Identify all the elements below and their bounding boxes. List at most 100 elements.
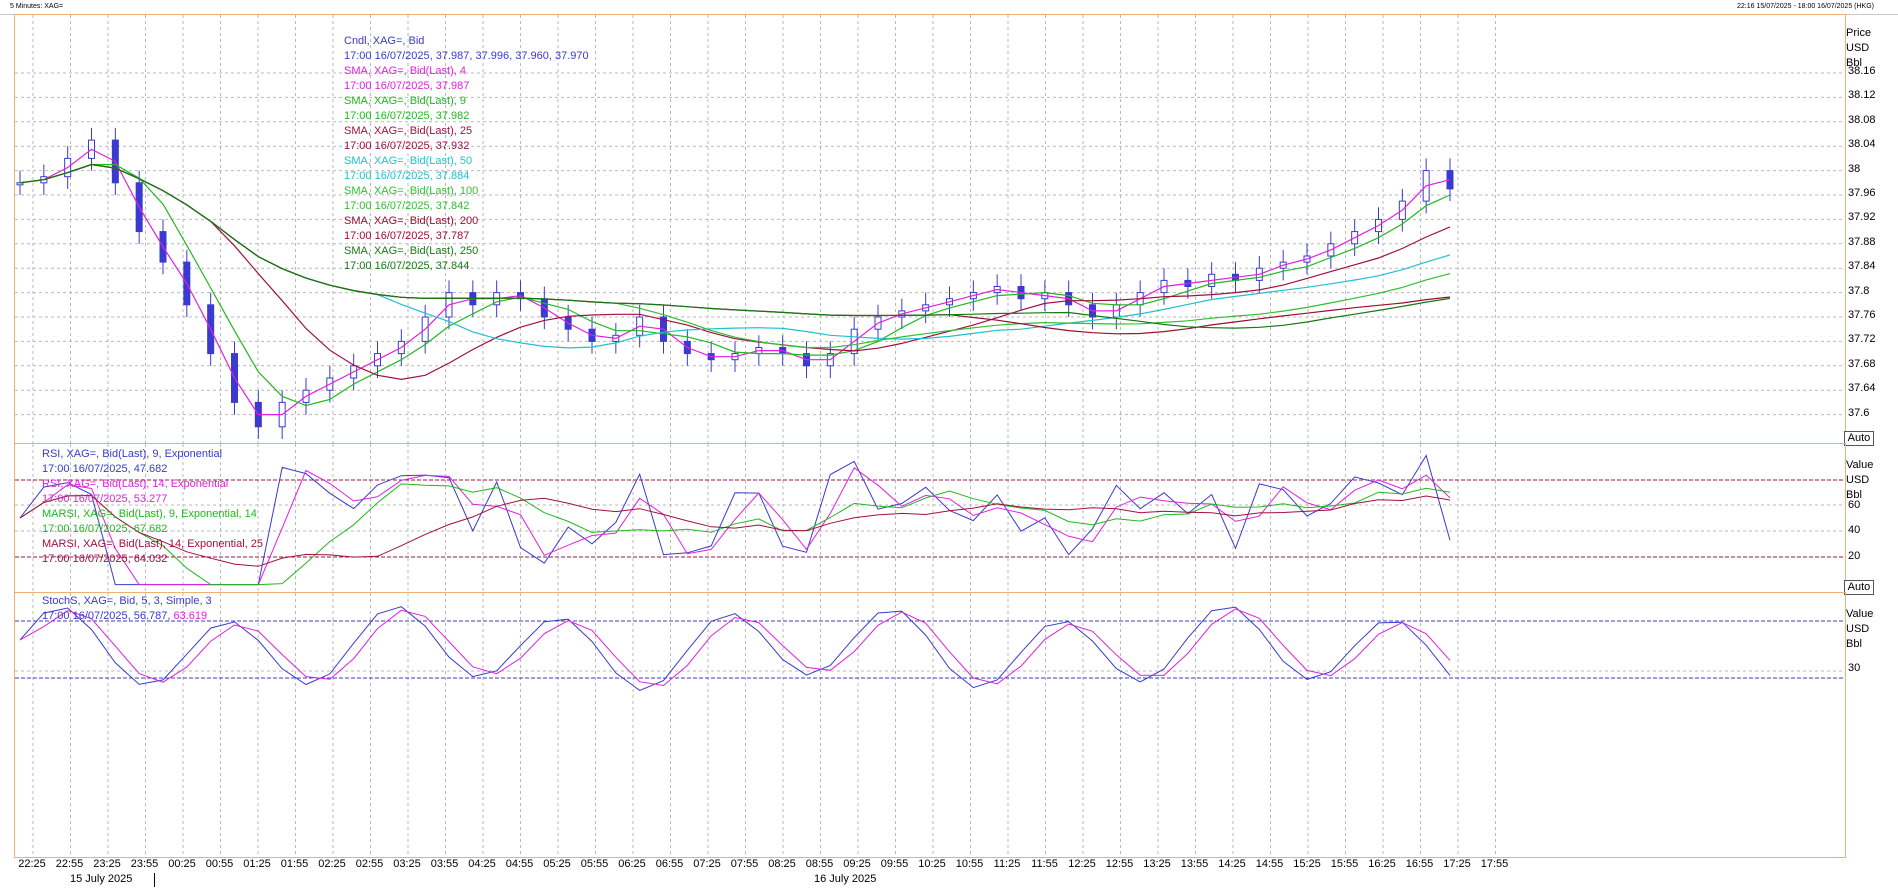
- rsi-scale[interactable]: Value USD Bbl 60 40 20: [1844, 443, 1898, 591]
- x-tick-label: 07:25: [693, 858, 721, 870]
- y-tick-label: 37.96: [1848, 187, 1876, 199]
- y-tick-label: 37.64: [1848, 382, 1876, 395]
- scale-header-line: Price: [1846, 27, 1872, 39]
- legend-label: Cndl, XAG=, Bid: [344, 35, 425, 47]
- x-tick-label: 12:55: [1105, 858, 1134, 870]
- y-tick-label: 40: [1848, 524, 1861, 536]
- x-tick-label: 10:25: [918, 858, 946, 870]
- x-tick-label: 07:55: [730, 858, 759, 870]
- stoch-legend: StochS, XAG=, Bid, 5, 3, Simple, 3 17:00 …: [42, 594, 212, 624]
- time-range: 22:16 15/07/2025 - 18:00 16/07/2025 (HKG…: [1737, 3, 1874, 10]
- price-auto-button[interactable]: Auto: [1844, 431, 1874, 446]
- legend-label: RSI, XAG=, Bid(Last), 14, Exponential: [42, 478, 229, 490]
- x-tick-label: 08:25: [768, 858, 796, 870]
- rsi-line: [19, 494, 1451, 567]
- rsi-pane[interactable]: [14, 443, 1846, 593]
- stoch-scale[interactable]: Value USD Bbl 30: [1844, 592, 1898, 856]
- x-tick-label: 05:25: [543, 858, 571, 870]
- rsi-scale-header: Value USD Bbl: [1846, 458, 1873, 503]
- x-tick-label: 05:55: [580, 858, 609, 870]
- legend-value: 17:00 16/07/2025, 37.987, 37.996, 37.960…: [344, 50, 589, 62]
- legend-value: 17:00 16/07/2025, 64.032: [42, 553, 168, 565]
- sma-line: [19, 163, 1451, 335]
- legend-label: SMA, XAG=, Bid(Last), 25: [344, 125, 473, 137]
- price-scale-header: Price USD Bbl: [1846, 26, 1871, 71]
- y-tick-label: 38.16: [1848, 65, 1876, 77]
- stoch-pane[interactable]: [14, 592, 1846, 858]
- price-pane[interactable]: [14, 14, 1846, 444]
- legend-label: SMA, XAG=, Bid(Last), 100: [344, 185, 479, 197]
- time-axis[interactable]: 15 July 2025 16 July 2025 22:25 22:55 23:2…: [14, 858, 1844, 889]
- scale-header-line: USD: [1846, 623, 1870, 635]
- rsi-auto-button[interactable]: Auto: [1844, 580, 1874, 595]
- x-tick-label: 11:55: [1031, 858, 1058, 870]
- sma-line: [19, 163, 1451, 349]
- grid: [15, 15, 1845, 443]
- legend-label: SMA, XAG=, Bid(Last), 250: [344, 245, 479, 257]
- legend-value: 17:00 16/07/2025, 53.277: [42, 493, 168, 505]
- x-tick-label: 08:55: [805, 858, 834, 870]
- y-tick-label: 37.8: [1848, 284, 1870, 297]
- x-tick-label: 01:55: [280, 858, 309, 870]
- price-scale[interactable]: Price USD Bbl 38.16 38.12 38.08 38.04 38 37.9…: [1844, 14, 1898, 442]
- x-tick-label: 11:25: [993, 858, 1021, 870]
- x-tick-label: 06:25: [618, 858, 646, 870]
- x-tick-label: 23:25: [93, 858, 121, 870]
- legend-value: 17:00 16/07/2025, 67.682: [42, 523, 168, 535]
- legend-value: 17:00 16/07/2025, 37.932: [344, 140, 470, 152]
- sma-line: [19, 163, 1451, 329]
- rsi-chart[interactable]: [15, 444, 1845, 592]
- x-tick-label: 01:25: [243, 858, 271, 870]
- x-tick-label: 04:25: [468, 858, 496, 870]
- stoch-line: [19, 606, 1451, 691]
- x-tick-label: 12:25: [1068, 858, 1096, 870]
- scale-header-line: Bbl: [1846, 638, 1862, 650]
- legend-value: 17:00 16/07/2025, 56.787, 63.619: [42, 610, 208, 622]
- rsi-legend: RSI, XAG=, Bid(Last), 9, Exponential 17:0…: [42, 447, 263, 567]
- price-chart[interactable]: [15, 15, 1845, 443]
- y-tick-label: 38.12: [1848, 89, 1876, 102]
- date-divider: [154, 873, 155, 887]
- y-tick-label: 38.04: [1848, 138, 1876, 151]
- y-tick-label: 37.84: [1848, 260, 1876, 273]
- y-tick-label: 37.6: [1848, 406, 1870, 419]
- x-tick-label: 00:55: [205, 858, 234, 870]
- legend-value: 17:00 16/07/2025, 47.682: [42, 463, 168, 475]
- x-tick-label: 14:25: [1218, 858, 1246, 870]
- stoch-chart[interactable]: [15, 593, 1845, 857]
- stoch-line: [19, 608, 1451, 687]
- legend-value: 17:00 16/07/2025, 37.987: [344, 80, 470, 92]
- scale-header-line: Value: [1846, 608, 1874, 620]
- x-tick-label: 02:55: [355, 858, 384, 870]
- x-tick-label: 15:55: [1330, 858, 1359, 870]
- window-title: 5 Minutes: XAG=: [10, 3, 64, 10]
- x-tick-label: 10:55: [955, 858, 984, 870]
- scale-header-line: USD: [1846, 474, 1870, 486]
- x-tick-label: 14:55: [1255, 858, 1284, 870]
- y-tick-label: 30: [1848, 662, 1861, 674]
- price-legend: Cndl, XAG=, Bid 17:00 16/07/2025, 37.987,…: [344, 34, 589, 274]
- x-tick-label: 03:55: [430, 858, 459, 870]
- y-tick-label: 60: [1848, 499, 1861, 511]
- scale-header-line: Bbl: [1846, 57, 1862, 69]
- x-tick-label: 23:55: [130, 858, 159, 870]
- x-tick-label: 00:25: [168, 858, 196, 870]
- grid: [15, 444, 1845, 592]
- legend-value: 17:00 16/07/2025, 37.842: [344, 200, 470, 212]
- x-tick-label: 17:55: [1480, 858, 1509, 870]
- grid: [15, 593, 1845, 857]
- x-tick-label: 16:55: [1405, 858, 1434, 870]
- legend-label: MARSI, XAG=, Bid(Last), 9, Exponential, …: [42, 508, 257, 520]
- legend-label: RSI, XAG=, Bid(Last), 9, Exponential: [42, 448, 223, 460]
- legend-label: StochS, XAG=, Bid, 5, 3, Simple, 3: [42, 595, 212, 607]
- x-tick-label: 22:55: [55, 858, 84, 870]
- sma-line: [19, 148, 1451, 416]
- y-tick-label: 38: [1848, 162, 1861, 175]
- legend-label: SMA, XAG=, Bid(Last), 200: [344, 215, 479, 227]
- scale-header-line: Bbl: [1846, 489, 1862, 501]
- legend-label: SMA, XAG=, Bid(Last), 9: [344, 95, 466, 107]
- y-tick-label: 37.68: [1848, 357, 1876, 370]
- x-tick-label: 13:55: [1180, 858, 1209, 870]
- legend-label: SMA, XAG=, Bid(Last), 4: [344, 65, 466, 77]
